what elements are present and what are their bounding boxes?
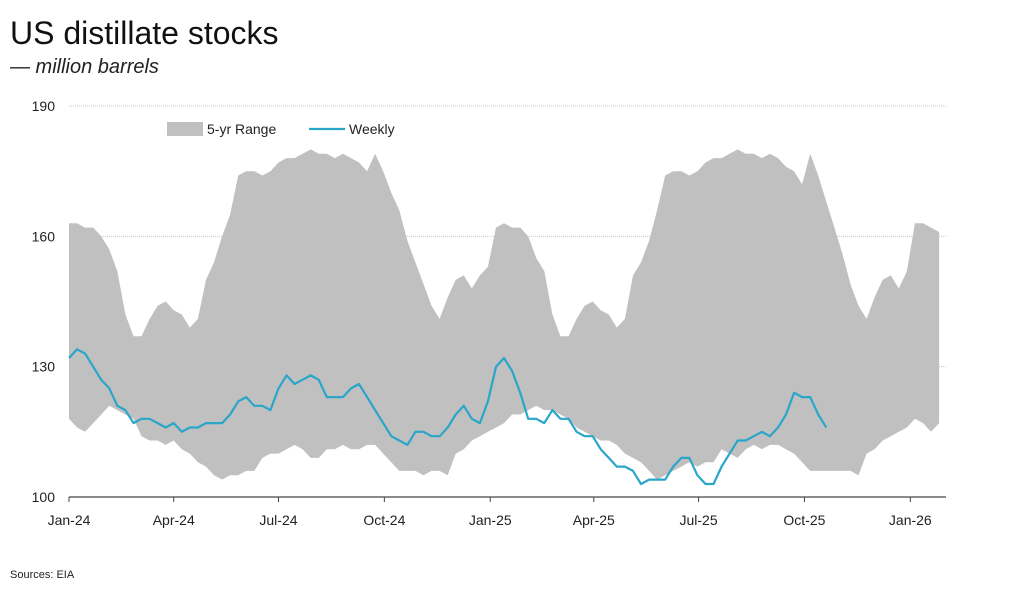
x-tick-label-8: Jan-26 bbox=[889, 512, 932, 528]
y-tick-label-190: 190 bbox=[32, 98, 56, 114]
x-tick-label-3: Oct-24 bbox=[363, 512, 405, 528]
legend-swatch-range bbox=[167, 122, 203, 136]
x-tick-label-0: Jan-24 bbox=[48, 512, 91, 528]
x-tick-label-4: Jan-25 bbox=[469, 512, 512, 528]
weekly-series-line bbox=[68, 348, 828, 486]
y-tick-label-100: 100 bbox=[32, 489, 56, 505]
distillate-stocks-chart: 100 130 160 190 Jan-24 Apr-24 Jul-24 Oct-24 Jan-… bbox=[32, 98, 946, 528]
x-tick-label-6: Jul-25 bbox=[679, 512, 717, 528]
chart-subtitle: — million barrels bbox=[10, 56, 159, 78]
x-tick-label-7: Oct-25 bbox=[783, 512, 825, 528]
weekly-line-layer bbox=[68, 348, 828, 486]
range-band-area bbox=[69, 149, 940, 480]
x-tick-label-1: Apr-24 bbox=[153, 512, 195, 528]
x-tick-label-2: Jul-24 bbox=[259, 512, 297, 528]
range-band-layer bbox=[69, 149, 940, 480]
x-tick-label-5: Apr-25 bbox=[573, 512, 615, 528]
legend-label-range: 5-yr Range bbox=[207, 121, 276, 137]
y-tick-label-160: 160 bbox=[32, 228, 56, 244]
legend-label-weekly: Weekly bbox=[349, 121, 395, 137]
y-tick-label-130: 130 bbox=[32, 359, 56, 375]
legend: 5-yr Range Weekly bbox=[167, 121, 395, 137]
chart-title: US distillate stocks bbox=[10, 15, 279, 51]
source-note: Sources: EIA bbox=[10, 569, 75, 581]
axis-layer: 100 130 160 190 Jan-24 Apr-24 Jul-24 Oct-24 Jan-… bbox=[32, 98, 946, 528]
